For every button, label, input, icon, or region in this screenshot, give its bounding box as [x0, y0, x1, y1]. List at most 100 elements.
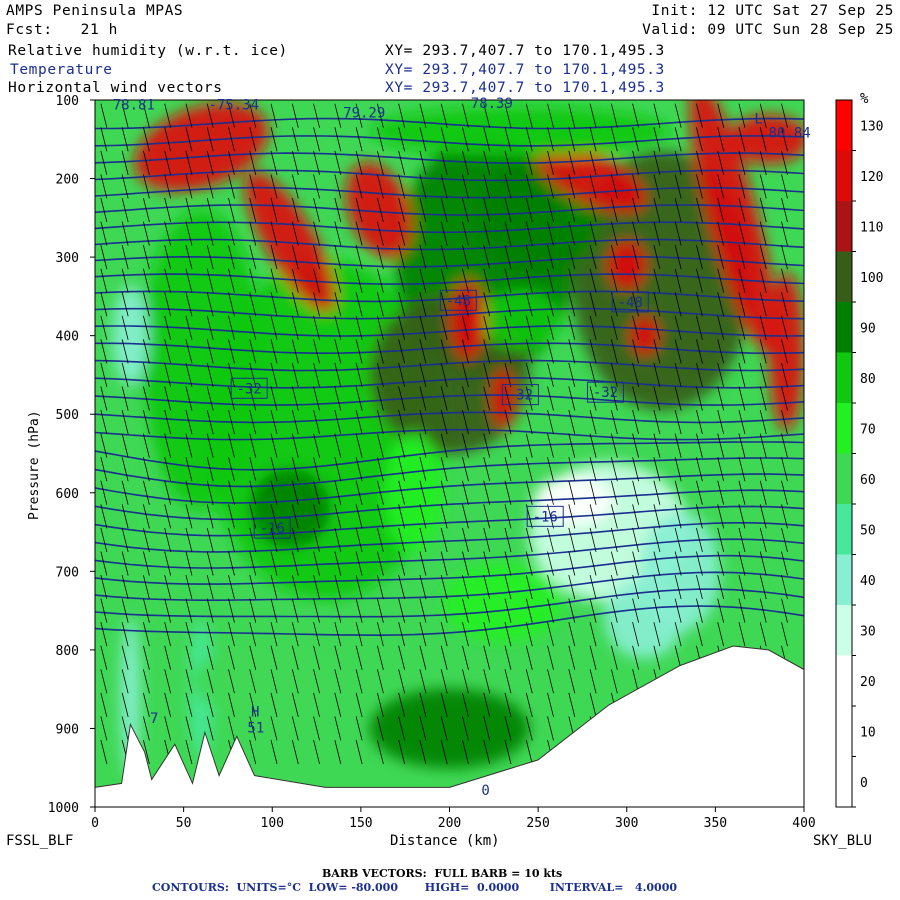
- colorbar-label: 10: [860, 725, 876, 740]
- wind-barb: [632, 574, 640, 600]
- wind-barb: [419, 268, 427, 293]
- wind-barb: [759, 551, 767, 576]
- wind-barb: [696, 551, 703, 576]
- rh-patch: [244, 170, 336, 312]
- wind-barb: [291, 103, 299, 128]
- wind-barb: [228, 197, 235, 223]
- rh-patch: [606, 239, 647, 290]
- wind-barb: [334, 692, 342, 717]
- wind-barb: [696, 103, 703, 128]
- wind-barb: [440, 127, 448, 152]
- wind-barb: [440, 692, 448, 717]
- wind-barb: [313, 574, 320, 600]
- wind-barb: [674, 315, 682, 340]
- wind-barb: [419, 574, 427, 600]
- wind-barb: [568, 480, 576, 505]
- rh-patch: [728, 114, 804, 165]
- wind-barb: [355, 362, 363, 388]
- wind-barb: [398, 645, 406, 670]
- wind-barb: [143, 339, 150, 364]
- rh-patch: [768, 271, 804, 432]
- plot-annotation: -75.34: [208, 97, 259, 113]
- wind-barb: [504, 645, 512, 670]
- wind-barb: [164, 527, 172, 553]
- wind-barb: [568, 645, 576, 670]
- wind-barb: [291, 433, 299, 458]
- wind-barb: [440, 339, 448, 364]
- wind-barb: [717, 292, 725, 317]
- wind-barb: [164, 409, 172, 435]
- wind-barb: [334, 103, 342, 128]
- wind-barb: [313, 669, 320, 694]
- y-tick-label: 400: [56, 330, 79, 345]
- x-tick-label: 400: [792, 816, 815, 831]
- wind-barb: [355, 457, 363, 482]
- colorbar-unit: %: [860, 91, 869, 107]
- wind-barb: [440, 197, 448, 223]
- wind-barb: [547, 386, 554, 411]
- wind-barb: [717, 386, 725, 411]
- wind-barb: [440, 174, 448, 199]
- wind-barb: [355, 527, 363, 553]
- wind-barb: [334, 433, 342, 458]
- wind-barb: [632, 127, 640, 152]
- wind-barb: [121, 362, 129, 388]
- wind-barb: [376, 622, 384, 647]
- wind-barb: [653, 527, 661, 553]
- wind-barb: [398, 197, 406, 223]
- wind-barb: [249, 739, 257, 765]
- wind-barb: [759, 527, 767, 553]
- wind-barb: [738, 197, 746, 223]
- wind-barb: [121, 315, 129, 340]
- wind-barb: [185, 480, 193, 505]
- wind-barb: [228, 669, 235, 694]
- plot-annotation: 79.29: [343, 105, 385, 121]
- wind-barb: [100, 433, 108, 458]
- plot-annotation: H: [251, 705, 259, 721]
- wind-barb: [759, 574, 767, 600]
- wind-barb: [440, 645, 448, 670]
- wind-barb: [206, 339, 214, 364]
- wind-barb: [143, 739, 150, 765]
- wind-barb: [568, 457, 576, 482]
- wind-barb: [270, 409, 278, 435]
- wind-barb: [334, 386, 342, 411]
- wind-barb: [270, 716, 278, 741]
- wind-barb: [483, 339, 491, 364]
- rh-patch: [604, 578, 685, 659]
- wind-barb: [738, 103, 746, 128]
- wind-barb: [653, 362, 661, 388]
- wind-barb: [249, 457, 257, 482]
- wind-barb: [206, 409, 214, 435]
- wind-barb: [589, 386, 597, 411]
- wind-barb: [121, 645, 129, 670]
- wind-barb: [291, 622, 299, 647]
- wind-barb: [376, 245, 384, 270]
- wind-barb: [653, 150, 661, 175]
- wind-barb: [143, 221, 150, 246]
- wind-barb: [674, 480, 682, 505]
- colorbar-swatch: [836, 352, 852, 403]
- wind-barb: [206, 692, 214, 717]
- wind-barb: [717, 574, 725, 600]
- wind-barb: [738, 504, 746, 529]
- wind-barb: [483, 268, 491, 293]
- y-axis-title: Pressure (hPa): [27, 410, 42, 520]
- wind-barb: [504, 362, 512, 388]
- wind-barb: [121, 339, 129, 364]
- wind-barb: [334, 574, 342, 600]
- colorbar-label: 100: [860, 271, 883, 286]
- wind-barb: [249, 174, 257, 199]
- wind-barb: [462, 268, 469, 293]
- wind-barb: [228, 574, 235, 600]
- wind-barb: [462, 504, 469, 529]
- wind-barb: [610, 268, 618, 293]
- wind-barb: [504, 504, 512, 529]
- wind-barb: [249, 480, 257, 505]
- wind-barb: [376, 221, 384, 246]
- wind-barb: [738, 339, 746, 364]
- wind-barb: [419, 362, 427, 388]
- wind-barb: [781, 527, 788, 553]
- wind-barb: [270, 315, 278, 340]
- wind-barb: [143, 645, 150, 670]
